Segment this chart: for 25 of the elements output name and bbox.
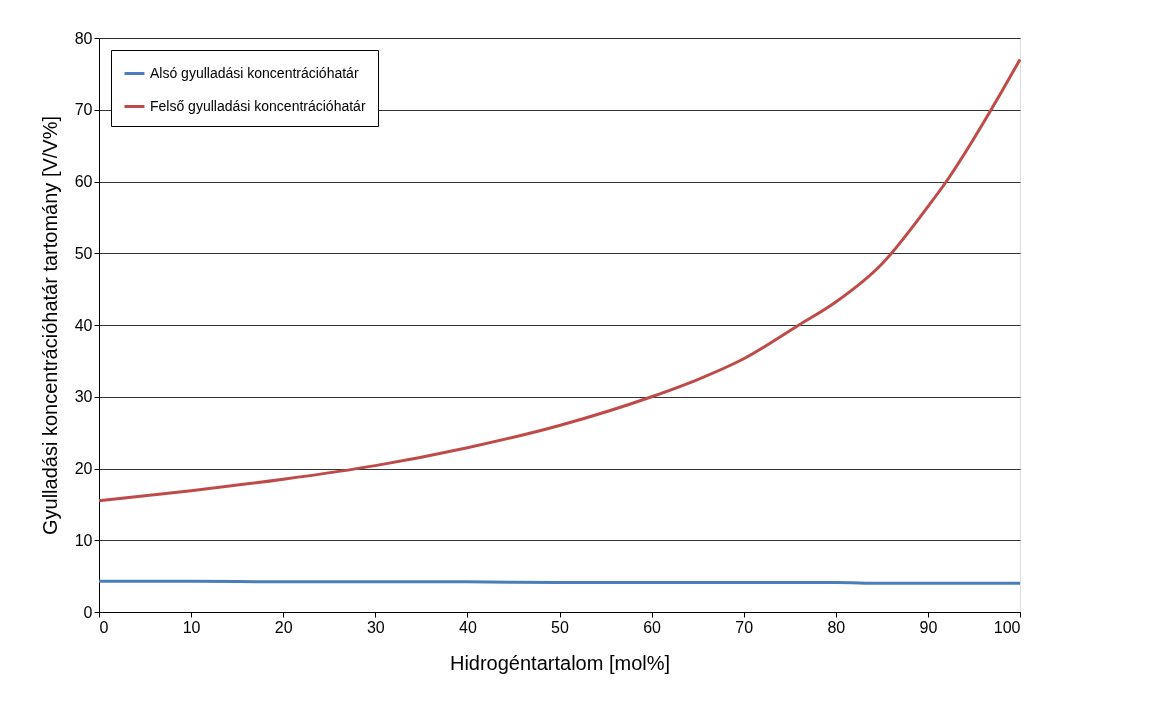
x-tick-label: 0 <box>99 618 109 636</box>
y-tick-label: 80 <box>74 29 93 47</box>
x-tick-label: 80 <box>827 618 846 636</box>
x-tick-label: 40 <box>459 618 477 636</box>
line-series <box>97 58 1022 503</box>
y-tick-label: 30 <box>74 388 93 406</box>
y-tick-label: 20 <box>74 460 93 477</box>
x-tick-label: 50 <box>551 618 569 636</box>
y-axis-title: Gyulladási koncentrációhatár tartomány [V/V%] <box>38 115 61 536</box>
y-tick-label: 40 <box>74 316 93 334</box>
x-tick-label: 100 <box>993 618 1021 636</box>
y-tick-label: 10 <box>74 531 93 549</box>
x-tick-label: 20 <box>274 618 293 636</box>
y-tick-label: 70 <box>74 101 93 119</box>
x-tick-label: 90 <box>919 618 938 636</box>
x-axis-title: Hidrogéntartalom [mol%] <box>449 651 671 674</box>
y-tick-label: 60 <box>74 173 93 190</box>
legend-label: Alsó gyulladási koncentrációhatár <box>150 64 359 81</box>
y-tick-label: 0 <box>83 603 93 621</box>
x-tick-label: 10 <box>182 618 201 636</box>
legend-label: Felső gyulladási koncentrációhatár <box>150 97 366 114</box>
y-tick-label: 50 <box>74 244 93 262</box>
x-tick-label: 70 <box>735 618 754 636</box>
x-tick-label: 30 <box>366 618 385 636</box>
x-tick-label: 60 <box>643 618 662 636</box>
